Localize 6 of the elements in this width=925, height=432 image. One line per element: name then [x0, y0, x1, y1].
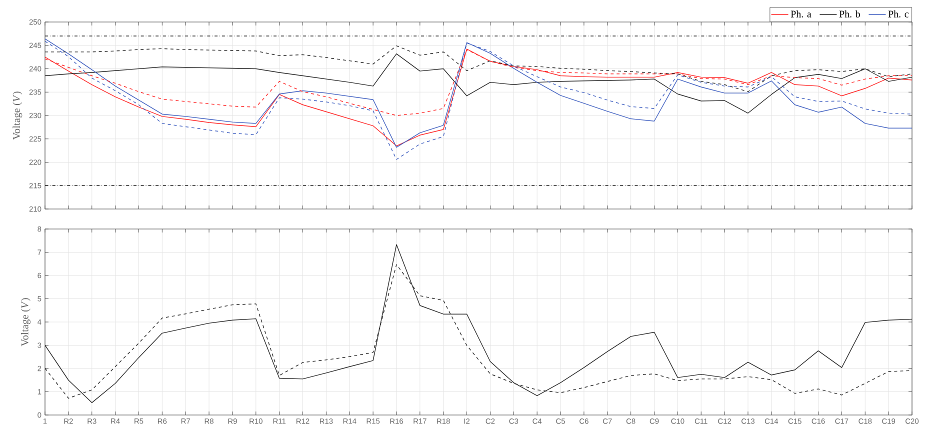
legend-label: Ph. b [839, 10, 860, 18]
legend-label: Ph. c [888, 10, 909, 18]
legend-label: Ph. a [790, 10, 812, 18]
line-series [45, 244, 912, 404]
y-axis-title: Voltage (V) [12, 92, 22, 140]
y-axis-title: Voltage (V) [20, 298, 30, 346]
